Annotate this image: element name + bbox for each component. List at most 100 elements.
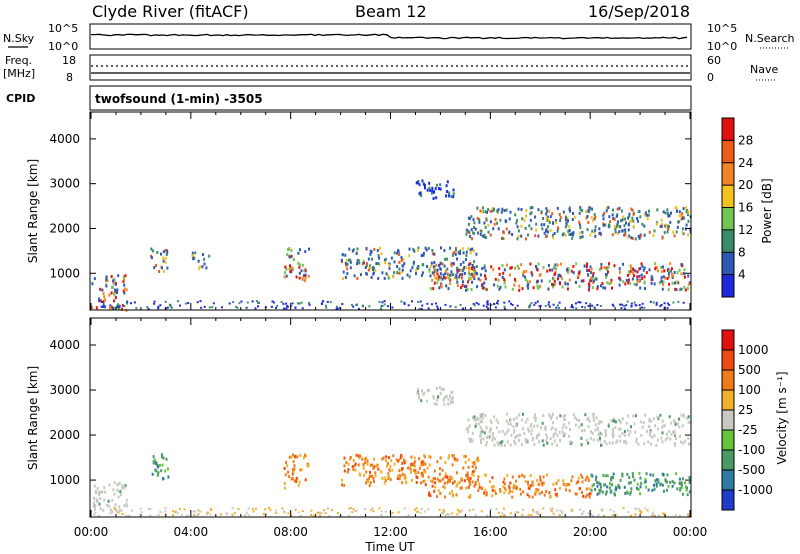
echo-cell	[545, 207, 548, 211]
echo-cell	[647, 488, 650, 492]
echo-cell	[546, 435, 549, 439]
echo-cell	[485, 426, 488, 430]
echo-cell	[352, 459, 355, 462]
nsearch-tick-high: 10^5	[707, 22, 737, 35]
echo-cell	[612, 419, 615, 423]
echo-cell	[547, 303, 550, 306]
echo-cell	[283, 481, 286, 485]
echo-cell	[232, 301, 235, 304]
echo-cell	[380, 510, 383, 513]
echo-cell	[661, 425, 664, 429]
echo-cell	[93, 484, 96, 488]
echo-cell	[594, 428, 597, 432]
echo-cell	[418, 307, 421, 310]
echo-cell	[467, 465, 470, 469]
echo-cell	[527, 429, 530, 433]
echo-cell	[599, 482, 602, 486]
echo-cell	[650, 514, 653, 517]
echo-cell	[479, 232, 482, 236]
echo-cell	[534, 215, 537, 219]
echo-cell	[571, 441, 574, 445]
echo-cell	[605, 442, 608, 446]
echo-cell	[531, 436, 534, 440]
echo-cell	[612, 430, 615, 434]
echo-cell	[380, 252, 383, 256]
echo-cell	[407, 304, 410, 307]
echo-cell	[359, 454, 362, 458]
echo-cell	[477, 277, 480, 281]
echo-cell	[524, 275, 526, 279]
echo-cell	[378, 507, 381, 510]
echo-cell	[473, 266, 476, 269]
echo-cell	[458, 480, 461, 484]
echo-cell	[381, 457, 384, 461]
echo-cell	[612, 472, 615, 476]
echo-cell	[118, 505, 121, 509]
x-tick-label: 08:00	[273, 525, 308, 539]
echo-cell	[503, 482, 506, 486]
echo-cell	[365, 247, 368, 250]
echo-cell	[572, 271, 575, 275]
echo-cell	[637, 442, 640, 446]
echo-cell	[401, 461, 404, 465]
echo-cell	[427, 475, 430, 479]
echo-cell	[540, 223, 543, 227]
echo-cell	[454, 459, 457, 462]
echo-cell	[236, 306, 239, 309]
echo-cell	[117, 274, 120, 278]
echo-cell	[666, 212, 669, 215]
echo-cell	[531, 480, 534, 484]
echo-cell	[629, 270, 632, 274]
echo-cell	[473, 461, 476, 465]
echo-cell	[547, 230, 549, 234]
echo-cell	[435, 183, 438, 187]
echo-cell	[304, 478, 307, 482]
echo-cell	[526, 280, 529, 284]
echo-cell	[420, 194, 423, 198]
echo-cell	[470, 277, 473, 280]
echo-cell	[123, 283, 126, 287]
echo-cell	[686, 286, 689, 290]
echo-cell	[680, 287, 683, 291]
echo-cell	[398, 271, 401, 275]
echo-cell	[149, 514, 152, 517]
echo-cell	[629, 430, 632, 434]
echo-cell	[630, 236, 633, 240]
echo-cell	[420, 481, 423, 485]
echo-cell	[559, 274, 562, 278]
echo-cell	[356, 262, 359, 266]
echo-cell	[367, 268, 370, 272]
echo-cell	[561, 430, 564, 434]
echo-cell	[276, 304, 279, 307]
echo-cell	[285, 460, 288, 464]
echo-cell	[516, 225, 519, 229]
echo-cell	[607, 265, 610, 269]
echo-cell	[556, 492, 559, 496]
echo-cell	[438, 472, 441, 476]
echo-cell	[421, 304, 424, 307]
echo-cell	[421, 389, 423, 393]
echo-cell	[466, 477, 469, 481]
echo-cell	[162, 259, 165, 263]
echo-cell	[539, 304, 542, 307]
echo-cell	[501, 440, 504, 444]
echo-cell	[580, 443, 583, 447]
echo-cell	[502, 480, 505, 484]
echo-cell	[404, 476, 407, 480]
echo-cell	[570, 304, 573, 307]
echo-cell	[551, 426, 554, 430]
echo-cell	[687, 415, 690, 419]
echo-cell	[562, 423, 565, 427]
echo-cell	[465, 486, 468, 490]
echo-cell	[114, 296, 117, 300]
echo-cell	[374, 268, 377, 272]
echo-cell	[450, 397, 453, 401]
echo-cell	[251, 300, 254, 303]
echo-cell	[581, 512, 584, 515]
echo-cell	[429, 265, 432, 268]
echo-cell	[679, 217, 682, 221]
echo-cell	[575, 481, 578, 485]
echo-cell	[577, 274, 580, 278]
echo-cell	[156, 251, 159, 254]
echo-cell	[680, 214, 682, 218]
